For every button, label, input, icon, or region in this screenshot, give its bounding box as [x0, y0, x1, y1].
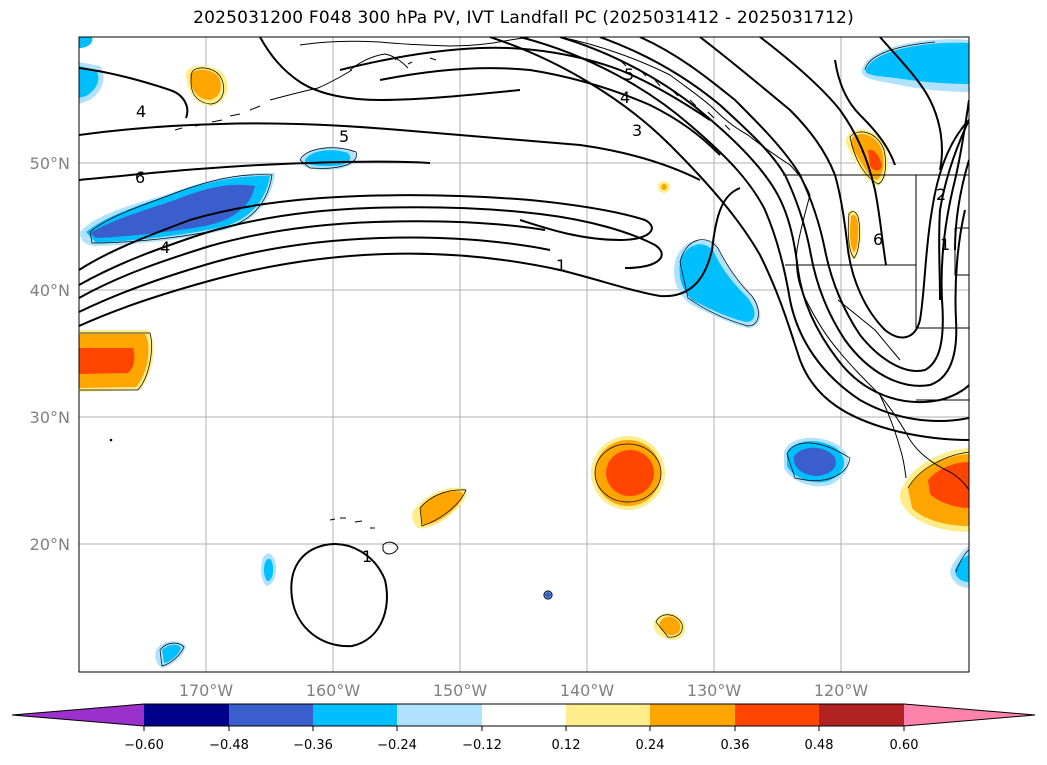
colorbar-segment	[144, 704, 229, 726]
negative-anomaly-blob	[793, 447, 837, 476]
colorbar-tick-label: 0.24	[636, 738, 665, 753]
colorbar-tick-label: −0.24	[377, 738, 417, 753]
contour-label: 4	[620, 88, 630, 107]
map-frame	[78, 36, 970, 673]
colorbar-tick-label: 0.36	[721, 738, 750, 753]
colorbar-segment	[229, 704, 313, 726]
contour-label: 6	[135, 168, 145, 187]
negative-anomaly-blob	[162, 644, 181, 663]
pc-shading	[79, 37, 969, 668]
negative-anomaly-blob	[679, 244, 755, 322]
negative-anomaly-blob	[263, 558, 274, 582]
colorbar-segment	[397, 704, 482, 726]
positive-anomaly-blob	[190, 69, 221, 100]
positive-anomaly-blob	[928, 462, 969, 508]
colorbar-tick-label: 0.12	[552, 738, 581, 753]
lon-label: 170°W	[179, 681, 234, 700]
colorbar-segment	[566, 704, 650, 726]
positive-anomaly-blob	[606, 450, 654, 496]
lat-label: 20°N	[30, 535, 70, 554]
contour-label: 6	[873, 230, 883, 249]
contour-label: 4	[136, 102, 146, 121]
positive-anomaly-blob	[661, 184, 667, 190]
colorbar-extend-low	[12, 704, 144, 726]
lat-label: 50°N	[30, 154, 70, 173]
contour-label: 3	[632, 121, 642, 140]
negative-anomaly-blob	[90, 184, 255, 238]
negative-anomaly-blob	[79, 37, 93, 48]
positive-anomaly-blob	[420, 491, 463, 525]
colorbar-tick-label: −0.60	[124, 738, 164, 753]
lon-label: 120°W	[814, 681, 869, 700]
positive-anomaly-blob	[659, 616, 681, 636]
negative-anomaly-blob	[545, 592, 551, 598]
map-title: 2025031200 F048 300 hPa PV, IVT Landfall…	[193, 8, 854, 28]
contour-labels: 4 5 6 4 5 4 3 1 1 2 1 6	[135, 65, 950, 566]
lon-label: 150°W	[433, 681, 488, 700]
contour-label: 4	[160, 238, 170, 257]
lon-label: 160°W	[306, 681, 361, 700]
colorbar-segment	[819, 704, 904, 726]
contour-label: 1	[362, 547, 372, 566]
colorbar-segment	[650, 704, 735, 726]
latitude-labels: 50°N 40°N 30°N 20°N	[30, 154, 70, 554]
negative-anomaly-blob	[955, 555, 969, 582]
contour-label: 2	[936, 185, 946, 204]
colorbar-segment	[313, 704, 397, 726]
colorbar-tick-label: −0.12	[462, 738, 502, 753]
gridlines	[79, 37, 969, 672]
pv-contours	[79, 37, 969, 648]
longitude-labels: 170°W 160°W 150°W 140°W 130°W 120°W	[179, 681, 869, 700]
colorbar: −0.60 −0.48 −0.36 −0.24 −0.12 0.12 0.24 …	[11, 703, 1036, 753]
lon-label: 130°W	[687, 681, 742, 700]
map-panel	[79, 37, 969, 672]
contour-label: 5	[624, 65, 634, 84]
positive-anomaly-blob	[868, 149, 882, 171]
colorbar-tick-label: 0.48	[805, 738, 834, 753]
colorbar-tick-label: −0.36	[293, 738, 333, 753]
contour-label: 1	[556, 256, 566, 275]
positive-anomaly-blob	[850, 214, 859, 252]
colorbar-extend-high	[904, 704, 1035, 726]
positive-anomaly-blob	[79, 348, 135, 374]
lat-label: 40°N	[30, 281, 70, 300]
colorbar-segment	[482, 704, 566, 726]
lat-label: 30°N	[30, 408, 70, 427]
contour-label: 1	[940, 235, 950, 254]
colorbar-tick-label: −0.48	[209, 738, 249, 753]
negative-anomaly-blob	[865, 42, 969, 84]
negative-anomaly-blob	[79, 66, 99, 98]
anomaly-outlines	[80, 41, 969, 667]
colorbar-segment	[735, 704, 819, 726]
contour-label: 5	[339, 127, 349, 146]
colorbar-tick-label: 0.60	[890, 738, 919, 753]
lon-label: 140°W	[560, 681, 615, 700]
